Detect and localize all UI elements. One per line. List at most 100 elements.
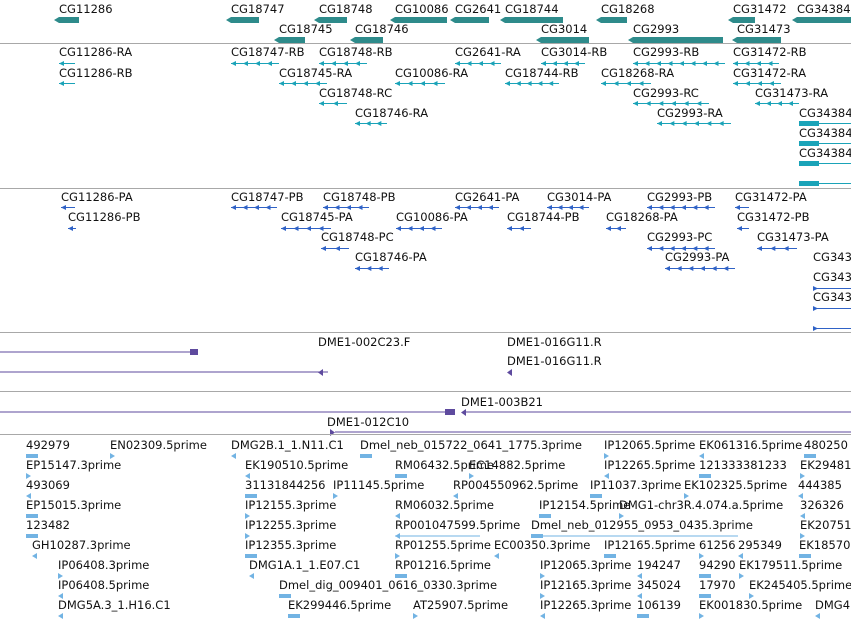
clone-label[interactable]: DME1-012C10: [327, 415, 410, 429]
est-label[interactable]: EP15147.3prime: [26, 458, 122, 472]
est-glyph[interactable]: [637, 614, 649, 618]
gene-label[interactable]: CG18268: [601, 2, 655, 16]
transcript-label[interactable]: CG18746-RA: [355, 106, 429, 120]
est-glyph[interactable]: [395, 474, 407, 478]
gene-glyph[interactable]: [737, 37, 781, 43]
est-label[interactable]: IP12355.3prime: [245, 538, 337, 552]
transcript-label[interactable]: CG31472-RA: [733, 66, 807, 80]
est-label[interactable]: IP12265.5prime: [604, 458, 696, 472]
est-label[interactable]: IP12165.5prime: [604, 538, 696, 552]
protein-label[interactable]: CG343: [813, 290, 851, 304]
est-label[interactable]: DMG1-chr3R.4.074.a.5prime: [619, 498, 784, 512]
est-label[interactable]: EK001830.5prime: [699, 598, 803, 612]
gene-glyph[interactable]: [797, 17, 851, 23]
est-label[interactable]: Dmel_neb_015722_0641_1775.3prime: [360, 438, 582, 452]
clone-end[interactable]: [190, 349, 198, 355]
gene-label[interactable]: CG18746: [355, 22, 409, 36]
gene-glyph[interactable]: [231, 17, 259, 23]
protein-label[interactable]: CG18268-PA: [606, 210, 678, 224]
est-glyph[interactable]: [799, 554, 811, 558]
transcript-label[interactable]: CG31472-RB: [733, 45, 807, 59]
est-label[interactable]: DMG4: [815, 598, 851, 612]
gene-glyph[interactable]: [395, 17, 447, 23]
transcript-label[interactable]: CG2641-RA: [455, 45, 521, 59]
gene-label[interactable]: CG2641: [455, 2, 502, 16]
transcript-label[interactable]: CG18268-RA: [601, 66, 675, 80]
est-glyph[interactable]: [26, 514, 38, 518]
est-label[interactable]: IP12065.5prime: [604, 438, 696, 452]
protein-label[interactable]: CG2993-PA: [665, 250, 730, 264]
transcript-label[interactable]: CG34384: [799, 106, 851, 120]
protein-label[interactable]: CG2993-PC: [647, 230, 713, 244]
protein-label[interactable]: CG18747-PB: [231, 190, 304, 204]
est-label[interactable]: 94290: [699, 558, 736, 572]
protein-label[interactable]: CG31473-PA: [757, 230, 829, 244]
protein-label[interactable]: CG31472-PA: [735, 190, 807, 204]
protein-label[interactable]: CG31472-PB: [737, 210, 810, 224]
est-label[interactable]: 194247: [637, 558, 681, 572]
est-label[interactable]: EK190510.5prime: [245, 458, 349, 472]
gene-glyph[interactable]: [279, 37, 305, 43]
est-label[interactable]: EK179511.5prime: [739, 558, 843, 572]
protein-label[interactable]: CG11286-PA: [61, 190, 133, 204]
est-label[interactable]: IP06408.3prime: [58, 558, 150, 572]
transcript-label[interactable]: CG3014-RB: [541, 45, 608, 59]
est-label[interactable]: RM06432.5prime: [395, 458, 494, 472]
est-label[interactable]: 444385: [798, 478, 842, 492]
est-label[interactable]: DMG5A.3_1.H16.C1: [58, 598, 171, 612]
transcript-label[interactable]: CG10086-RA: [395, 66, 469, 80]
est-glyph[interactable]: [699, 574, 711, 578]
gene-label[interactable]: CG18745: [279, 22, 333, 36]
est-label[interactable]: 345024: [637, 578, 681, 592]
est-label[interactable]: EK245405.5prime: [749, 578, 851, 592]
est-label[interactable]: EK102325.5prime: [684, 478, 788, 492]
protein-label[interactable]: CG10086-PA: [396, 210, 468, 224]
est-label[interactable]: 295349: [738, 538, 782, 552]
transcript-label[interactable]: CG18748-RC: [319, 86, 393, 100]
est-label[interactable]: 493069: [26, 478, 70, 492]
est-label[interactable]: EC00350.3prime: [494, 538, 591, 552]
est-label[interactable]: EK18570: [799, 538, 851, 552]
protein-label[interactable]: CG3014-PA: [547, 190, 612, 204]
est-label[interactable]: EN02309.5prime: [110, 438, 207, 452]
clone-label[interactable]: DME1-003B21: [461, 395, 543, 409]
est-label[interactable]: EK20751: [800, 518, 851, 532]
est-glyph[interactable]: [804, 454, 816, 458]
est-label[interactable]: 61256: [699, 538, 736, 552]
transcript-label[interactable]: CG18745-RA: [279, 66, 353, 80]
est-label[interactable]: Dmel_neb_012955_0953_0435.3prime: [531, 518, 753, 532]
est-label[interactable]: 123482: [26, 518, 70, 532]
gene-label[interactable]: CG18748: [319, 2, 373, 16]
est-label[interactable]: RP01255.5prime: [395, 538, 491, 552]
est-glyph[interactable]: [531, 534, 543, 538]
est-label[interactable]: EK061316.5prime: [699, 438, 803, 452]
transcript-label[interactable]: CG2993-RB: [633, 45, 700, 59]
transcript-label[interactable]: CG2993-RA: [657, 106, 723, 120]
est-glyph[interactable]: [245, 554, 257, 558]
protein-label[interactable]: CG343: [813, 270, 851, 284]
transcript-label[interactable]: CG34384: [799, 146, 851, 160]
est-label[interactable]: IP12165.3prime: [540, 578, 632, 592]
est-label[interactable]: IP12265.3prime: [540, 598, 632, 612]
est-label[interactable]: DMG1A.1_1.E07.C1: [249, 558, 361, 572]
est-label[interactable]: GH10287.3prime: [32, 538, 131, 552]
est-glyph[interactable]: [395, 574, 407, 578]
transcript-label[interactable]: CG34384: [799, 126, 851, 140]
est-label[interactable]: EK29481: [800, 458, 851, 472]
est-label[interactable]: IP11037.3prime: [590, 478, 682, 492]
protein-label[interactable]: CG18745-PA: [281, 210, 353, 224]
gene-label[interactable]: CG3014: [541, 22, 588, 36]
gene-label[interactable]: CG10086: [395, 2, 449, 16]
gene-label[interactable]: CG18744: [505, 2, 559, 16]
clone-label[interactable]: DME1-016G11.R: [507, 335, 602, 349]
gene-label[interactable]: CG34384: [797, 2, 851, 16]
est-glyph[interactable]: [590, 494, 602, 498]
est-glyph[interactable]: [26, 454, 38, 458]
gene-glyph[interactable]: [505, 17, 563, 23]
gene-glyph[interactable]: [319, 17, 347, 23]
transcript-label[interactable]: CG2993-RC: [633, 86, 699, 100]
clone-label[interactable]: DME1-016G11.R: [507, 354, 602, 368]
protein-label[interactable]: CG2993-PB: [647, 190, 713, 204]
clone-label[interactable]: DME1-002C23.F: [318, 335, 411, 349]
est-label[interactable]: 492979: [26, 438, 70, 452]
